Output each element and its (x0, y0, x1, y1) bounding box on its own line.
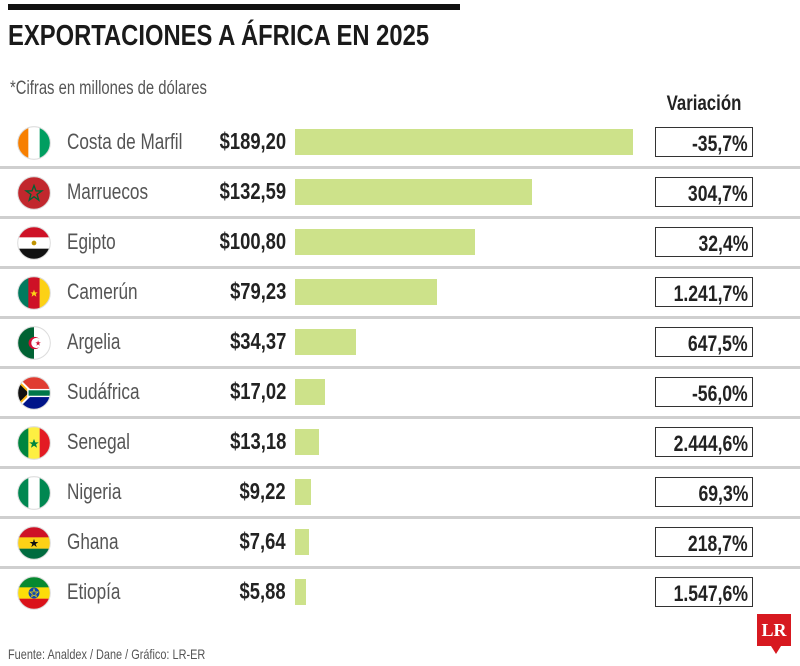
variation-label: 2.444,6% (673, 431, 748, 456)
value-label: $34,37 (229, 328, 286, 354)
variation-box: 69,3% (655, 477, 753, 507)
variation-header: Variación (666, 92, 742, 115)
chart-row: Ghana $7,64 218,7% (0, 517, 800, 567)
bar (295, 429, 319, 455)
variation-box: 1.241,7% (655, 277, 753, 307)
morocco-flag-icon (17, 176, 51, 210)
bar (295, 579, 306, 605)
category-label: Egipto (67, 229, 116, 254)
value-label: $132,59 (219, 178, 286, 204)
nigeria-flag-icon (17, 476, 51, 510)
senegal-flag-icon (17, 426, 51, 460)
lr-logo: LR (757, 614, 791, 654)
row-divider (0, 366, 800, 369)
variation-label: 218,7% (688, 531, 748, 556)
variation-box: -56,0% (655, 377, 753, 407)
variation-label: 304,7% (688, 181, 748, 206)
chart-row: Senegal $13,18 2.444,6% (0, 417, 800, 467)
category-label: Camerún (67, 279, 138, 304)
row-divider (0, 566, 800, 569)
bar (295, 479, 312, 505)
variation-box: 1.547,6% (655, 577, 753, 607)
value-label: $13,18 (229, 428, 286, 454)
chart-row: Nigeria $9,22 69,3% (0, 467, 800, 517)
bar (295, 379, 326, 405)
variation-label: 1.547,6% (673, 581, 748, 606)
variation-label: 32,4% (698, 231, 748, 256)
cameroon-flag-icon (17, 276, 51, 310)
algeria-flag-icon (17, 326, 51, 360)
variation-label: -56,0% (692, 381, 748, 406)
bar (295, 179, 532, 205)
category-label: Nigeria (67, 479, 122, 504)
variation-box: 32,4% (655, 227, 753, 257)
chart-row: Costa de Marfil $189,20 -35,7% (0, 117, 800, 167)
row-divider (0, 316, 800, 319)
value-label: $5,88 (239, 578, 286, 604)
ghana-flag-icon (17, 526, 51, 560)
bar (295, 229, 476, 255)
chart-row: Argelia $34,37 647,5% (0, 317, 800, 367)
row-divider (0, 416, 800, 419)
ivory-coast-flag-icon (17, 126, 51, 160)
row-divider (0, 266, 800, 269)
value-label: $17,02 (229, 378, 286, 404)
chart-row: Egipto $100,80 32,4% (0, 217, 800, 267)
variation-label: -35,7% (692, 131, 748, 156)
chart-subtitle: *Cifras en millones de dólares (10, 78, 207, 99)
bar (295, 129, 633, 155)
ethiopia-flag-icon (17, 576, 51, 610)
category-label: Senegal (67, 429, 130, 454)
row-divider (0, 466, 800, 469)
source-note: Fuente: Analdex / Dane / Gráfico: LR-ER (8, 646, 206, 662)
value-label: $9,22 (239, 478, 286, 504)
value-label: $100,80 (219, 228, 286, 254)
bar (295, 279, 437, 305)
top-rule (8, 4, 460, 10)
value-label: $79,23 (229, 278, 286, 304)
south-africa-flag-icon (17, 376, 51, 410)
row-divider (0, 516, 800, 519)
variation-label: 69,3% (698, 481, 748, 506)
category-label: Ghana (67, 529, 119, 554)
chart-title: EXPORTACIONES A ÁFRICA EN 2025 (8, 20, 430, 52)
category-label: Argelia (67, 329, 121, 354)
variation-box: 218,7% (655, 527, 753, 557)
category-label: Sudáfrica (67, 379, 140, 404)
egypt-flag-icon (17, 226, 51, 260)
bar (295, 529, 309, 555)
value-label: $189,20 (219, 128, 286, 154)
variation-label: 647,5% (688, 331, 748, 356)
category-label: Costa de Marfil (67, 129, 183, 154)
variation-box: 304,7% (655, 177, 753, 207)
row-divider (0, 166, 800, 169)
chart-row: Etiopía $5,88 1.547,6% (0, 567, 800, 617)
category-label: Marruecos (67, 179, 149, 204)
chart-row: Marruecos $132,59 304,7% (0, 167, 800, 217)
variation-box: -35,7% (655, 127, 753, 157)
variation-box: 2.444,6% (655, 427, 753, 457)
value-label: $7,64 (239, 528, 286, 554)
row-divider (0, 216, 800, 219)
variation-box: 647,5% (655, 327, 753, 357)
chart-row: Camerún $79,23 1.241,7% (0, 267, 800, 317)
category-label: Etiopía (67, 579, 121, 604)
variation-label: 1.241,7% (673, 281, 748, 306)
chart-row: Sudáfrica $17,02 -56,0% (0, 367, 800, 417)
bar (295, 329, 357, 355)
